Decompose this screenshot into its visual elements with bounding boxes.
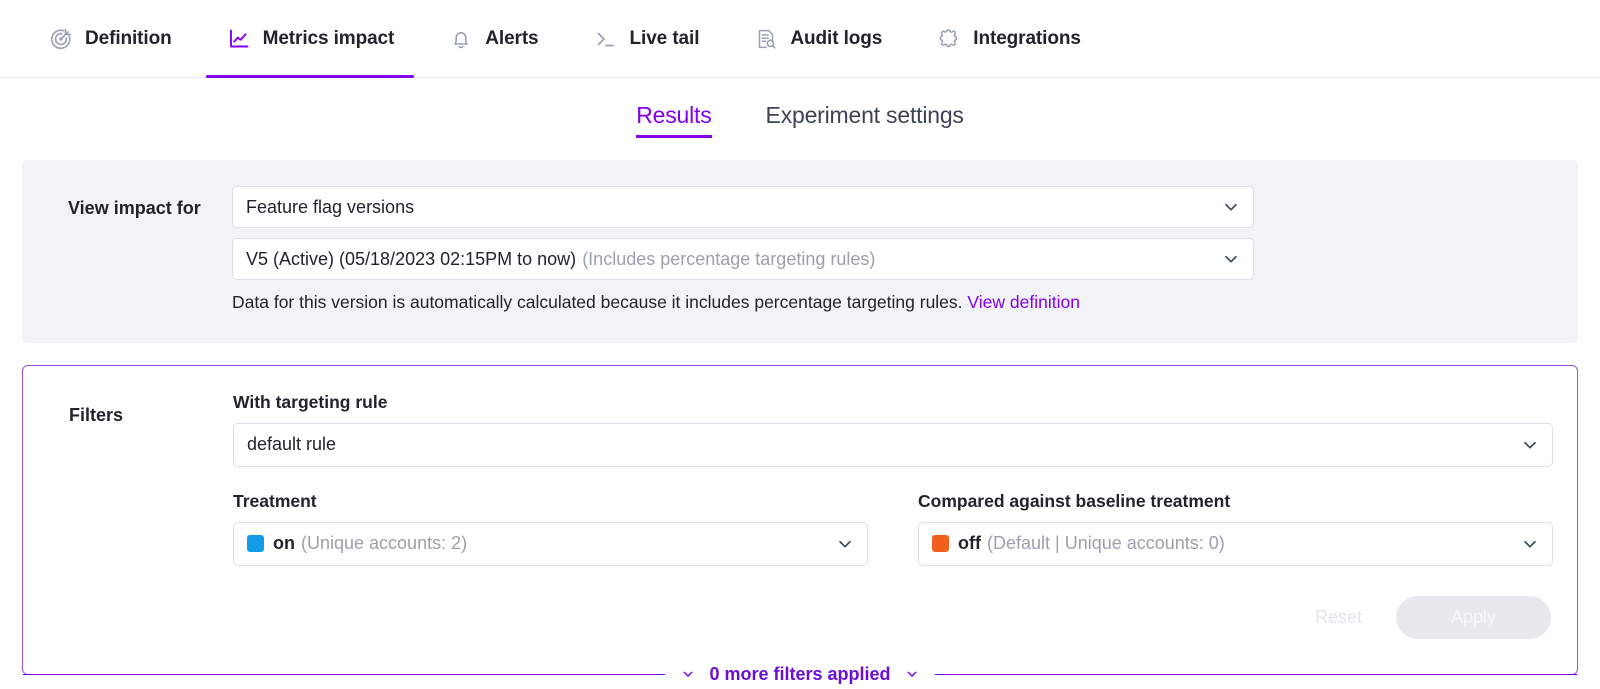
puzzle-icon bbox=[936, 26, 962, 52]
nav-tab-live-tail[interactable]: Live tail bbox=[573, 0, 720, 77]
tab-label: Results bbox=[636, 102, 712, 128]
document-search-icon bbox=[753, 26, 779, 52]
targeting-rule-value: default rule bbox=[247, 434, 337, 455]
nav-tab-definition[interactable]: Definition bbox=[28, 0, 192, 77]
primary-nav: Definition Metrics impact Alerts Live ta… bbox=[0, 0, 1600, 78]
nav-tab-label: Integrations bbox=[973, 27, 1081, 49]
treatment-column: Treatment on (Unique accounts: 2) bbox=[233, 491, 868, 566]
filters-label: Filters bbox=[69, 404, 124, 425]
baseline-value: off bbox=[958, 533, 981, 554]
view-definition-link[interactable]: View definition bbox=[967, 292, 1080, 312]
treatment-label: Treatment bbox=[233, 490, 317, 511]
terminal-icon bbox=[593, 26, 619, 52]
view-impact-label: View impact for bbox=[68, 198, 201, 218]
more-filters-toggle[interactable]: 0 more filters applied bbox=[665, 663, 935, 685]
nav-tab-metrics-impact[interactable]: Metrics impact bbox=[205, 0, 415, 78]
nav-tab-label: Metrics impact bbox=[262, 27, 395, 49]
secondary-tabs: Results Experiment settings bbox=[0, 78, 1600, 138]
treatment-select[interactable]: on (Unique accounts: 2) bbox=[233, 521, 868, 566]
treatment-note: (Unique accounts: 2) bbox=[301, 533, 468, 554]
baseline-column: Compared against baseline treatment off … bbox=[918, 491, 1553, 566]
chevron-down-icon bbox=[1521, 535, 1539, 553]
chevron-down-icon bbox=[1521, 436, 1539, 454]
tab-label: Experiment settings bbox=[765, 102, 964, 128]
impact-helper-sentence: Data for this version is automatically c… bbox=[232, 292, 963, 312]
filters-actions: Reset Apply bbox=[233, 595, 1553, 639]
tab-results[interactable]: Results bbox=[636, 102, 712, 138]
baseline-select[interactable]: off (Default | Unique accounts: 0) bbox=[918, 521, 1553, 566]
chevron-down-icon bbox=[1222, 250, 1240, 268]
apply-button[interactable]: Apply bbox=[1396, 595, 1551, 639]
tab-experiment-settings[interactable]: Experiment settings bbox=[766, 102, 964, 138]
chevron-down-icon bbox=[1222, 198, 1240, 216]
divider-left bbox=[23, 673, 666, 675]
treatment-value: on bbox=[273, 533, 295, 554]
filters-panel: Filters With targeting rule default rule… bbox=[22, 364, 1578, 685]
filters-row: Filters With targeting rule default rule… bbox=[47, 392, 1553, 639]
bell-icon bbox=[448, 26, 474, 52]
filters-body: With targeting rule default rule Treatme… bbox=[233, 392, 1553, 639]
targeting-rule-label: With targeting rule bbox=[233, 391, 388, 412]
nav-tab-label: Definition bbox=[85, 27, 172, 49]
reset-button[interactable]: Reset bbox=[1309, 606, 1368, 629]
impact-helper-text: Data for this version is automatically c… bbox=[232, 291, 1254, 315]
nav-tab-label: Live tail bbox=[629, 27, 700, 49]
line-chart-icon bbox=[226, 26, 252, 52]
more-filters-label: 0 more filters applied bbox=[709, 663, 891, 684]
nav-tab-alerts[interactable]: Alerts bbox=[428, 0, 558, 77]
nav-tab-label: Alerts bbox=[485, 27, 539, 49]
treatment-comparison-row: Treatment on (Unique accounts: 2) Compa bbox=[233, 491, 1553, 566]
impact-version-select[interactable]: V5 (Active) (05/18/2023 02:15PM to now) … bbox=[232, 238, 1254, 280]
baseline-note: (Default | Unique accounts: 0) bbox=[986, 533, 1225, 554]
chevron-down-icon bbox=[681, 667, 695, 681]
baseline-label: Compared against baseline treatment bbox=[918, 490, 1231, 511]
target-icon bbox=[48, 26, 74, 52]
nav-tab-audit-logs[interactable]: Audit logs bbox=[733, 0, 902, 77]
treatment-color-swatch bbox=[247, 535, 264, 553]
impact-version-note: (Includes percentage targeting rules) bbox=[582, 248, 876, 269]
view-impact-fields: Feature flag versions V5 (Active) (05/18… bbox=[232, 186, 1254, 315]
chevron-down-icon bbox=[905, 667, 919, 681]
impact-source-value: Feature flag versions bbox=[246, 196, 415, 217]
impact-source-select[interactable]: Feature flag versions bbox=[232, 186, 1254, 228]
targeting-rule-select[interactable]: default rule bbox=[233, 422, 1553, 467]
impact-version-value: V5 (Active) (05/18/2023 02:15PM to now) bbox=[246, 248, 577, 269]
view-impact-panel: View impact for Feature flag versions V5… bbox=[22, 160, 1578, 343]
baseline-color-swatch bbox=[932, 535, 949, 553]
chevron-down-icon bbox=[836, 535, 854, 553]
divider-right bbox=[934, 673, 1577, 675]
nav-tab-integrations[interactable]: Integrations bbox=[916, 0, 1101, 77]
more-filters-bar: 0 more filters applied bbox=[23, 663, 1577, 685]
nav-tab-label: Audit logs bbox=[790, 27, 883, 49]
